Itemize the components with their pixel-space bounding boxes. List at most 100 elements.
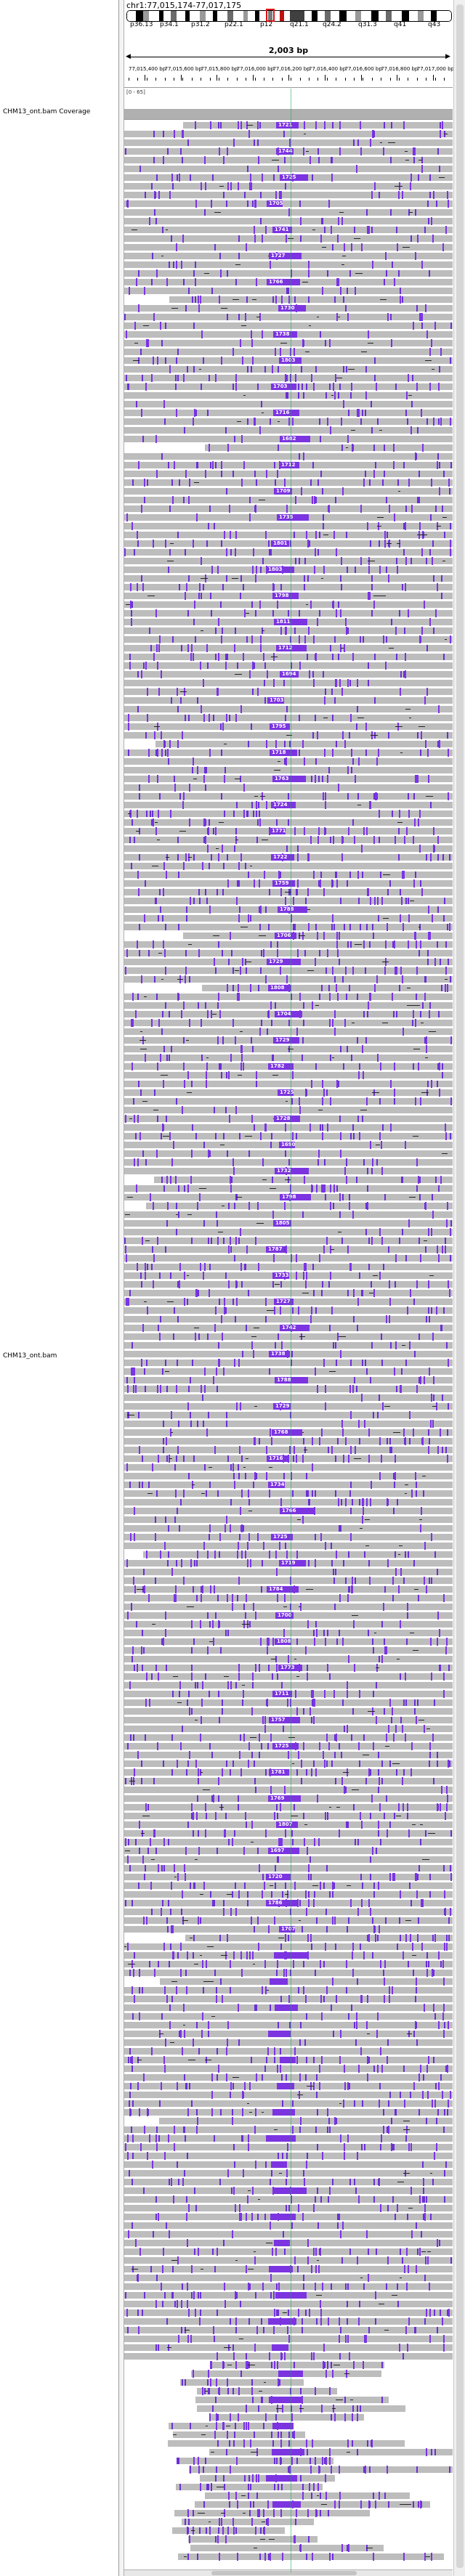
aligned-read[interactable] xyxy=(124,2048,453,2055)
aligned-read[interactable] xyxy=(124,1490,453,1497)
large-insertion-block[interactable] xyxy=(273,1037,299,1044)
aligned-read[interactable] xyxy=(124,1447,453,1453)
coverage-track-name[interactable]: CHM13_ont.bam Coverage xyxy=(3,108,91,115)
large-insertion-block[interactable] xyxy=(269,253,302,259)
aligned-read[interactable] xyxy=(124,915,453,922)
aligned-read[interactable] xyxy=(124,2248,453,2255)
large-insertion-block[interactable] xyxy=(275,2004,298,2011)
aligned-read[interactable] xyxy=(195,2501,430,2508)
large-insertion-block[interactable] xyxy=(278,1665,302,1671)
large-insertion-block[interactable] xyxy=(266,2475,297,2482)
aligned-read[interactable] xyxy=(124,2257,453,2264)
aligned-read[interactable] xyxy=(124,1778,453,1784)
aligned-read[interactable] xyxy=(202,985,453,991)
aligned-read[interactable] xyxy=(124,340,453,346)
aligned-read[interactable] xyxy=(124,2222,453,2229)
aligned-read[interactable] xyxy=(124,976,453,983)
chromosome-ideogram[interactable] xyxy=(126,10,452,22)
aligned-read[interactable] xyxy=(124,2065,453,2072)
large-insertion-block[interactable] xyxy=(278,1089,294,1096)
large-insertion-block[interactable] xyxy=(280,1325,310,1331)
aligned-read[interactable] xyxy=(124,1830,453,1837)
aligned-read[interactable] xyxy=(124,366,453,373)
aligned-read[interactable] xyxy=(124,784,453,791)
aligned-read[interactable] xyxy=(146,1203,453,1209)
aligned-read[interactable] xyxy=(124,575,453,582)
aligned-read[interactable] xyxy=(174,2510,370,2516)
horizontal-scrollbar-thumb[interactable] xyxy=(211,2571,357,2575)
large-insertion-block[interactable] xyxy=(267,959,301,965)
aligned-read[interactable] xyxy=(124,810,453,817)
aligned-read[interactable] xyxy=(178,2553,444,2560)
large-insertion-block[interactable] xyxy=(276,645,307,651)
large-insertion-block[interactable] xyxy=(272,1429,302,1436)
aligned-read[interactable] xyxy=(188,2536,318,2543)
aligned-read[interactable] xyxy=(159,2118,453,2124)
aligned-read[interactable] xyxy=(124,558,453,564)
aligned-read[interactable] xyxy=(124,549,453,556)
aligned-read[interactable] xyxy=(124,2170,453,2177)
large-insertion-block[interactable] xyxy=(280,436,310,442)
aligned-read[interactable] xyxy=(124,1595,453,1601)
aligned-read[interactable] xyxy=(124,1987,453,1994)
large-insertion-block[interactable] xyxy=(280,671,299,678)
large-insertion-block[interactable] xyxy=(276,1821,298,1828)
large-insertion-block[interactable] xyxy=(270,1978,288,1985)
aligned-read[interactable] xyxy=(124,828,453,834)
large-insertion-block[interactable] xyxy=(276,122,299,129)
aligned-read[interactable] xyxy=(124,1856,453,1863)
aligned-read[interactable] xyxy=(124,270,453,277)
aligned-read[interactable] xyxy=(124,1368,453,1375)
aligned-read[interactable] xyxy=(180,2379,304,2386)
aligned-read[interactable] xyxy=(124,1255,453,1261)
aligned-read[interactable] xyxy=(176,2484,323,2490)
aligned-read[interactable] xyxy=(124,375,453,381)
aligned-read[interactable] xyxy=(124,654,453,660)
large-insertion-block[interactable] xyxy=(271,1534,293,1540)
large-insertion-block[interactable] xyxy=(279,462,299,468)
aligned-read[interactable] xyxy=(185,1935,453,1941)
aligned-read[interactable] xyxy=(124,1124,453,1131)
aligned-read[interactable] xyxy=(124,427,453,434)
aligned-read[interactable] xyxy=(124,2275,453,2281)
aligned-read[interactable] xyxy=(124,2179,453,2185)
aligned-read[interactable] xyxy=(124,863,453,869)
large-insertion-block[interactable] xyxy=(273,410,299,416)
large-insertion-block[interactable] xyxy=(274,1116,300,1122)
aligned-read[interactable] xyxy=(124,767,453,773)
aligned-read[interactable] xyxy=(124,1760,453,1767)
aligned-read[interactable] xyxy=(124,1342,453,1349)
large-insertion-block[interactable] xyxy=(269,1717,300,1723)
aligned-read[interactable] xyxy=(124,1865,453,1872)
aligned-read[interactable] xyxy=(177,2458,333,2464)
aligned-read[interactable] xyxy=(124,183,453,190)
aligned-read[interactable] xyxy=(124,200,453,207)
aligned-read[interactable] xyxy=(124,1098,453,1105)
aligned-read[interactable] xyxy=(197,2388,337,2394)
large-insertion-block[interactable] xyxy=(272,776,306,782)
large-insertion-block[interactable] xyxy=(275,1377,308,1384)
large-insertion-block[interactable] xyxy=(275,1612,294,1619)
aligned-read[interactable] xyxy=(124,261,453,268)
aligned-read[interactable] xyxy=(124,2126,453,2133)
aligned-read[interactable] xyxy=(124,2353,453,2360)
aligned-read[interactable] xyxy=(124,453,453,460)
aligned-read[interactable] xyxy=(124,2039,453,2046)
large-insertion-block[interactable] xyxy=(272,2109,295,2116)
aligned-read[interactable] xyxy=(124,131,453,137)
aligned-read[interactable] xyxy=(124,1281,453,1288)
large-insertion-block[interactable] xyxy=(277,514,309,521)
aligned-read[interactable] xyxy=(124,166,453,172)
aligned-read[interactable] xyxy=(124,2013,453,2020)
aligned-read[interactable] xyxy=(205,2492,410,2499)
aligned-read[interactable] xyxy=(124,1917,453,1924)
aligned-read[interactable] xyxy=(124,1891,453,1898)
aligned-read[interactable] xyxy=(124,2196,453,2203)
aligned-read[interactable] xyxy=(124,532,453,538)
large-insertion-block[interactable] xyxy=(270,2214,296,2220)
aligned-read[interactable] xyxy=(124,244,453,251)
large-insertion-block[interactable] xyxy=(280,174,308,181)
large-insertion-block[interactable] xyxy=(272,2449,304,2455)
large-insertion-block[interactable] xyxy=(275,1011,302,1017)
aligned-read[interactable] xyxy=(124,2022,453,2028)
